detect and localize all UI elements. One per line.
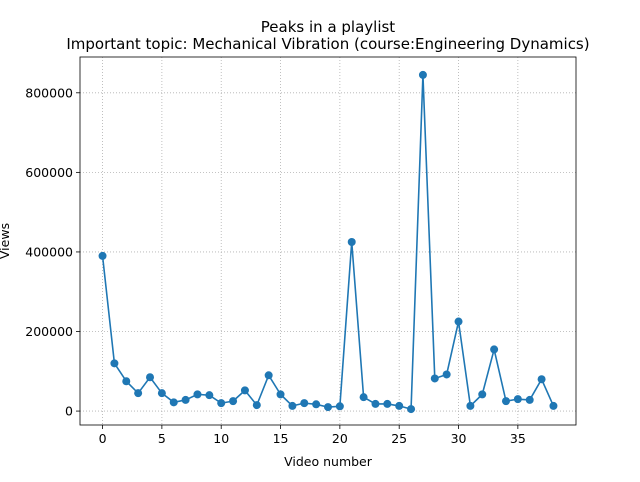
data-point	[146, 373, 155, 382]
data-point	[169, 398, 178, 407]
data-point	[418, 70, 427, 79]
data-point	[525, 395, 534, 404]
y-tick-label: 400000	[25, 244, 73, 259]
data-point	[181, 395, 190, 404]
data-point	[513, 395, 522, 404]
grid-lines	[80, 57, 576, 425]
x-tick-label: 25	[391, 431, 407, 446]
data-point	[383, 399, 392, 408]
data-point	[276, 390, 285, 399]
data-point	[466, 401, 475, 410]
x-axis-label: Video number	[284, 454, 373, 469]
y-tick-label: 600000	[25, 165, 73, 180]
data-point	[371, 399, 380, 408]
data-point	[264, 371, 273, 380]
data-point	[335, 402, 344, 411]
data-point	[347, 237, 356, 246]
y-tick-label: 800000	[25, 85, 73, 100]
data-point	[501, 397, 510, 406]
x-tick-label: 35	[510, 431, 526, 446]
data-point	[324, 403, 332, 412]
y-tick-label: 0	[65, 404, 73, 419]
data-point	[98, 251, 107, 260]
data-point	[478, 390, 487, 399]
x-axis-ticks: 0 5 10 15 20 25 30 35	[99, 425, 526, 446]
x-tick-label: 0	[99, 431, 107, 446]
x-tick-label: 5	[158, 431, 166, 446]
plot-frame	[79, 56, 577, 426]
data-point	[300, 399, 309, 408]
series-layer	[98, 70, 558, 414]
data-point	[229, 397, 238, 406]
chart-subtitle: Important topic: Mechanical Vibration (c…	[66, 35, 589, 53]
data-point	[134, 389, 143, 398]
data-point	[217, 399, 226, 408]
y-axis-ticks: 0 200000 400000 600000 800000	[25, 85, 80, 419]
x-tick-label: 10	[213, 431, 229, 446]
y-tick-label: 200000	[25, 324, 73, 339]
data-point	[359, 393, 368, 402]
data-point	[110, 359, 119, 368]
data-point	[430, 374, 439, 383]
data-point	[240, 386, 249, 395]
x-tick-label: 20	[332, 431, 348, 446]
data-point	[312, 400, 321, 409]
y-axis-label: Views	[0, 223, 12, 259]
data-point	[122, 377, 131, 386]
data-point	[252, 401, 261, 410]
data-point	[193, 390, 202, 399]
data-point	[205, 391, 214, 400]
data-point	[407, 405, 416, 414]
x-tick-label: 30	[451, 431, 467, 446]
data-point	[442, 370, 451, 379]
data-point	[288, 401, 297, 410]
data-point	[157, 389, 166, 398]
data-point	[454, 317, 463, 326]
x-tick-label: 15	[273, 431, 289, 446]
data-point	[549, 401, 558, 410]
chart-title: Peaks in a playlist	[261, 18, 396, 36]
data-point	[395, 401, 404, 410]
data-point	[537, 375, 546, 384]
data-point	[490, 345, 499, 354]
